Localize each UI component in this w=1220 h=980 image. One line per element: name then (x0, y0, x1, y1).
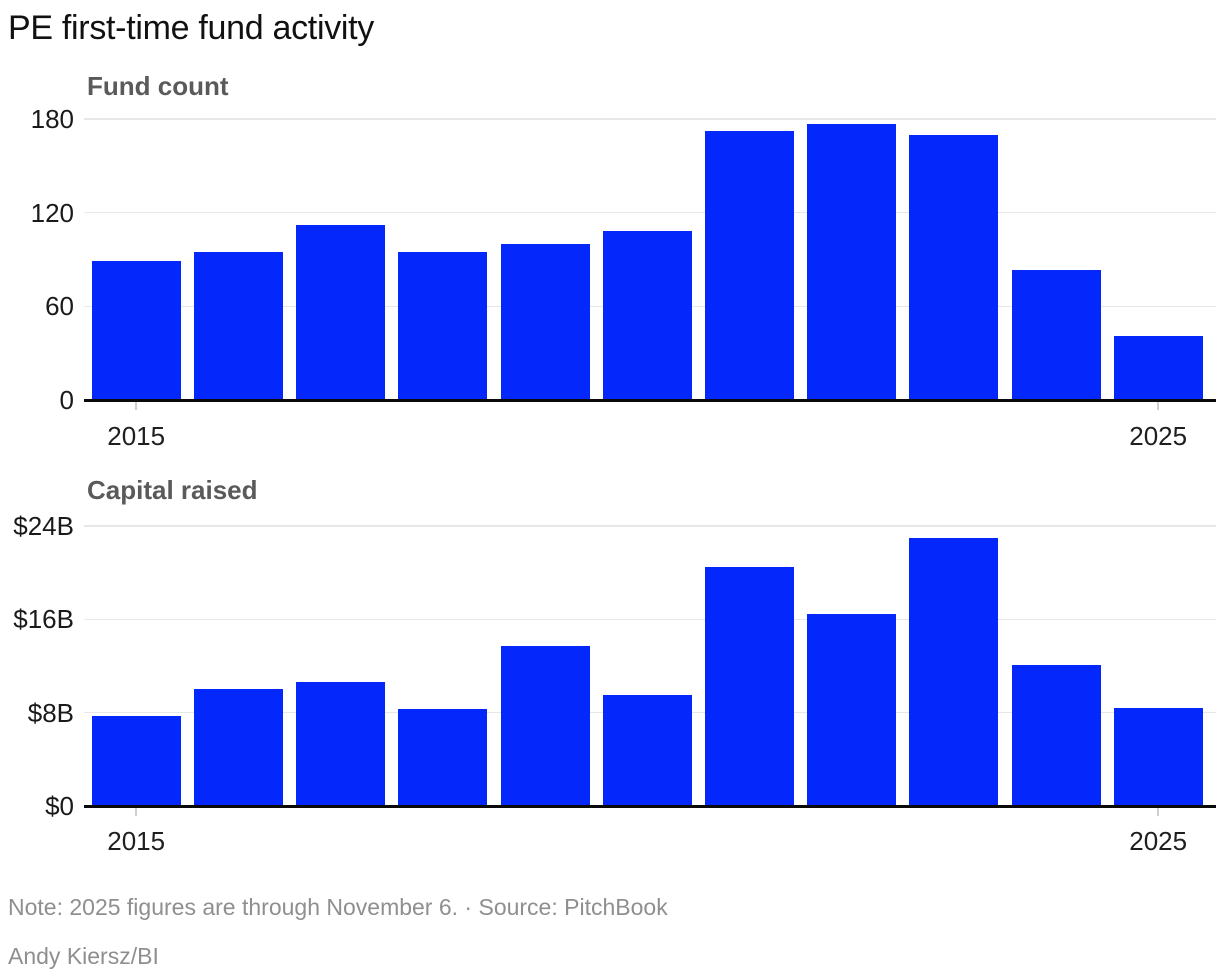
y-tick-label: 60 (45, 291, 74, 322)
bar-2024 (1011, 664, 1101, 806)
bar-2019 (500, 646, 590, 806)
x-axis-line (84, 399, 1216, 402)
bar-2018 (398, 709, 488, 806)
bar-2015 (91, 261, 181, 400)
bar-2020 (602, 695, 692, 806)
bar-2018 (398, 251, 488, 400)
bar-2021 (704, 566, 794, 806)
x-tick-label: 2015 (107, 421, 166, 451)
gridline (84, 618, 1216, 621)
y-tick-label: 120 (30, 197, 74, 228)
bar-2020 (602, 231, 692, 400)
bar-2025 (1113, 708, 1203, 806)
y-tick-label: $0 (45, 791, 74, 821)
bar-2019 (500, 243, 590, 400)
bar-2022 (807, 613, 897, 806)
x-tick-label: 2025 (1129, 826, 1188, 856)
x-tick (135, 402, 138, 410)
x-tick-label: 2025 (1129, 421, 1188, 451)
y-tick-label: $16B (13, 604, 74, 635)
footer-credit: Andy Kiersz/BI (8, 943, 159, 969)
footer-note: Note: 2025 figures are through November … (8, 894, 668, 920)
bar-2025 (1113, 335, 1203, 400)
bar-2021 (704, 131, 794, 400)
bar-2015 (91, 716, 181, 806)
x-tick (1157, 402, 1160, 410)
x-tick (1157, 808, 1160, 816)
bar-2024 (1011, 270, 1101, 400)
bar-2017 (296, 225, 386, 400)
bar-2023 (909, 134, 999, 400)
bar-2023 (909, 537, 999, 806)
bar-2016 (193, 251, 283, 400)
x-tick (135, 808, 138, 816)
x-tick-label: 2015 (107, 826, 166, 856)
bar-2017 (296, 682, 386, 806)
bar-2016 (193, 689, 283, 806)
gridline (84, 118, 1216, 120)
y-tick-label: $24B (13, 511, 74, 541)
gridline (84, 211, 1216, 214)
y-tick-label: 180 (30, 104, 74, 134)
x-axis-line (84, 805, 1216, 808)
chart-subtitle-fund-count: Fund count (87, 71, 229, 101)
chart-subtitle-capital-raised: Capital raised (87, 475, 258, 505)
y-tick-label: $8B (27, 697, 74, 728)
gridline (84, 525, 1216, 527)
bar-2022 (807, 123, 897, 400)
y-tick-label: 0 (59, 385, 74, 415)
page-title: PE first-time fund activity (8, 9, 374, 47)
